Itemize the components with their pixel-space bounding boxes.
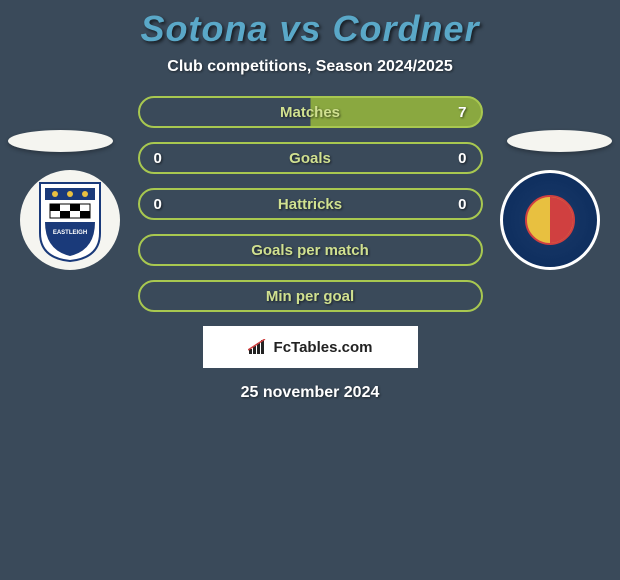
stat-right-value: 0	[458, 196, 466, 213]
stat-row-hattricks: 0 Hattricks 0	[138, 188, 483, 220]
stat-right-value: 0	[458, 150, 466, 167]
stat-row-goals: 0 Goals 0	[138, 142, 483, 174]
stat-label: Matches	[280, 104, 340, 121]
stat-label: Hattricks	[278, 196, 342, 213]
brand-text: FcTables.com	[274, 339, 373, 356]
stat-left-value: 0	[154, 150, 162, 167]
stat-right-value: 7	[458, 104, 466, 121]
stat-row-matches: Matches 7	[138, 96, 483, 128]
stat-row-min-per-goal: Min per goal	[138, 280, 483, 312]
stat-label: Goals	[289, 150, 331, 167]
bar-chart-icon	[248, 339, 268, 355]
stat-left-value: 0	[154, 196, 162, 213]
stat-label: Min per goal	[266, 288, 354, 305]
stats-table: Matches 7 0 Goals 0 0 Hattricks 0 Goals …	[0, 96, 620, 312]
stat-row-goals-per-match: Goals per match	[138, 234, 483, 266]
stat-label: Goals per match	[251, 242, 369, 259]
date-label: 25 november 2024	[0, 384, 620, 402]
brand-badge: FcTables.com	[203, 326, 418, 368]
page-title: Sotona vs Cordner	[0, 0, 620, 50]
subtitle: Club competitions, Season 2024/2025	[0, 58, 620, 76]
